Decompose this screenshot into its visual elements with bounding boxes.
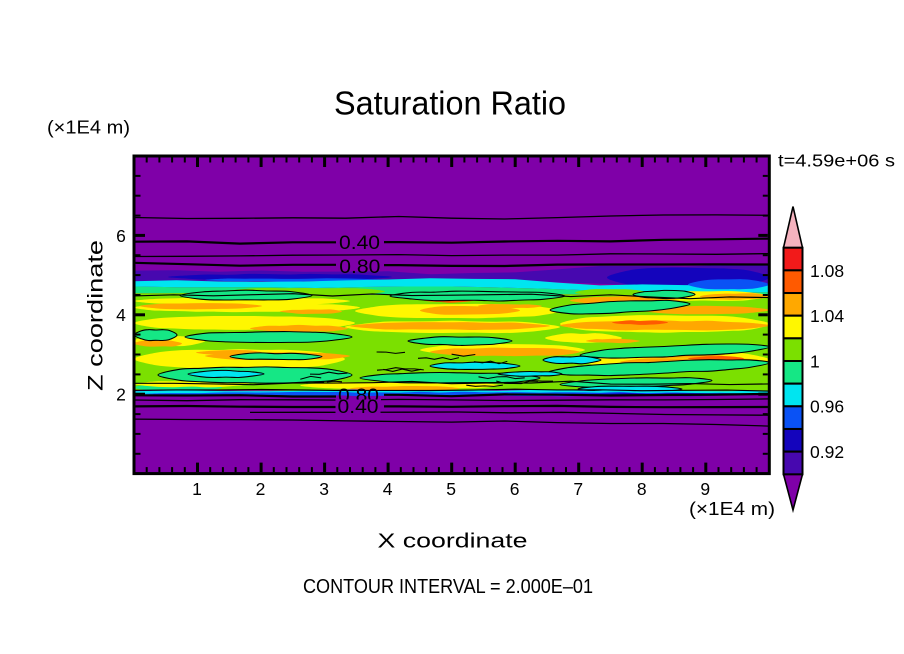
svg-text:1.08: 1.08 bbox=[810, 261, 844, 281]
svg-text:6: 6 bbox=[116, 226, 126, 246]
svg-text:4: 4 bbox=[116, 305, 126, 325]
svg-text:5: 5 bbox=[446, 479, 456, 499]
svg-text:2: 2 bbox=[116, 385, 126, 405]
svg-text:Z coordinate: Z coordinate bbox=[85, 240, 108, 391]
svg-text:1: 1 bbox=[192, 479, 202, 499]
svg-text:0.40: 0.40 bbox=[338, 397, 379, 418]
svg-text:1: 1 bbox=[810, 351, 820, 371]
svg-text:0.80: 0.80 bbox=[339, 257, 380, 278]
svg-text:0.96: 0.96 bbox=[810, 397, 844, 417]
svg-text:(×1E4 m): (×1E4 m) bbox=[689, 498, 775, 519]
svg-text:4: 4 bbox=[383, 479, 393, 499]
svg-text:9: 9 bbox=[700, 479, 710, 499]
svg-text:0.92: 0.92 bbox=[810, 442, 844, 462]
svg-text:2: 2 bbox=[256, 479, 266, 499]
svg-text:0.40: 0.40 bbox=[339, 233, 380, 254]
svg-text:1.04: 1.04 bbox=[810, 306, 844, 326]
svg-text:6: 6 bbox=[510, 479, 520, 499]
svg-text:Saturation Ratio: Saturation Ratio bbox=[334, 85, 566, 122]
svg-text:3: 3 bbox=[319, 479, 329, 499]
svg-text:t=4.59e+06 s: t=4.59e+06 s bbox=[778, 151, 895, 171]
svg-text:(×1E4 m): (×1E4 m) bbox=[47, 118, 130, 138]
svg-text:7: 7 bbox=[573, 479, 583, 499]
svg-text:X coordinate: X coordinate bbox=[378, 531, 528, 553]
svg-text:8: 8 bbox=[637, 479, 647, 499]
svg-text:CONTOUR INTERVAL = 2.000E–01: CONTOUR INTERVAL = 2.000E–01 bbox=[303, 575, 593, 598]
